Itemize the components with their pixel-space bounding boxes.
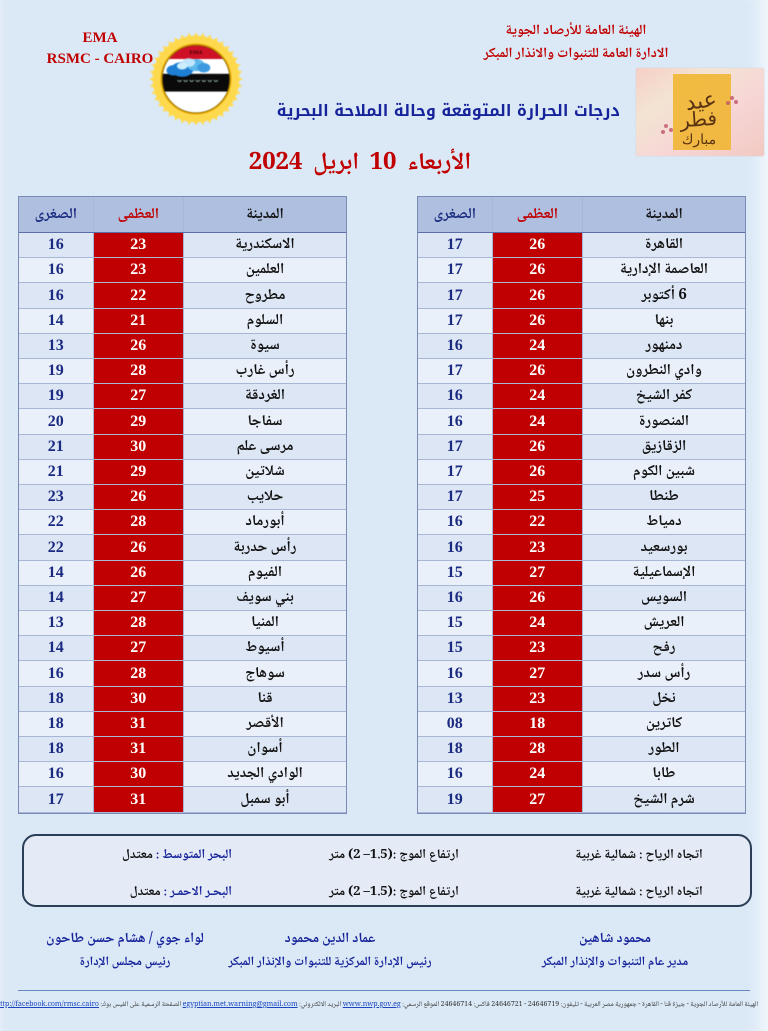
svg-text:مبارك: مبارك <box>682 133 716 148</box>
svg-text:فطر: فطر <box>678 108 717 133</box>
svg-text:EMA: EMA <box>189 50 203 56</box>
